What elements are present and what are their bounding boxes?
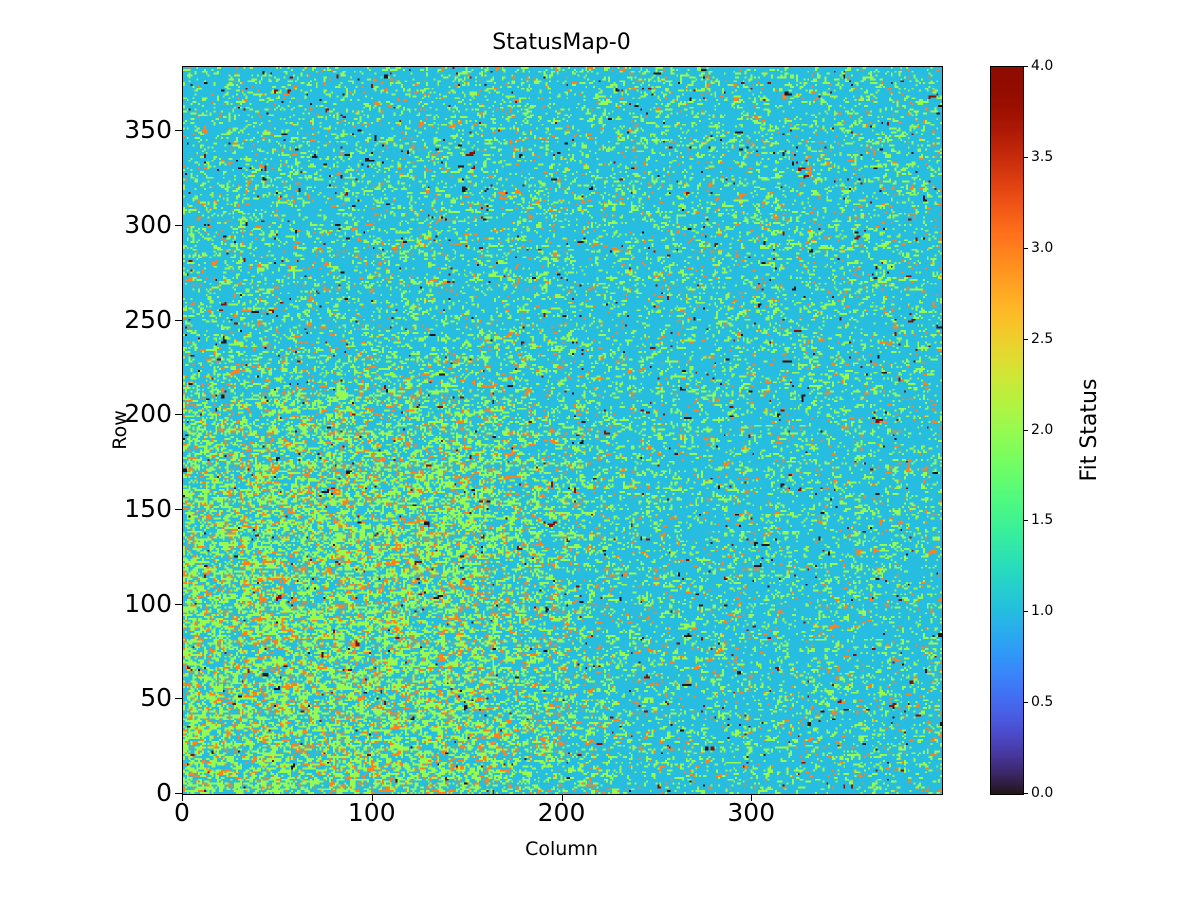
y-tick-mark — [175, 509, 182, 511]
y-tick-label: 300 — [124, 210, 172, 240]
y-tick-mark — [175, 793, 182, 794]
y-tick-label: 50 — [140, 683, 172, 713]
x-tick-mark — [182, 794, 183, 801]
heatmap-plot-area — [182, 66, 943, 795]
colorbar-tick-mark — [1024, 338, 1028, 340]
y-tick-mark — [175, 414, 182, 416]
colorbar — [990, 66, 1024, 795]
x-tick-label: 100 — [347, 798, 396, 827]
x-axis-label: Column — [525, 838, 598, 860]
colorbar-tick-label: 4.0 — [1031, 58, 1054, 74]
x-tick-mark — [561, 794, 563, 801]
x-tick-mark — [371, 794, 373, 801]
y-tick-label: 150 — [124, 494, 172, 524]
colorbar-tick-label: 1.0 — [1031, 603, 1054, 620]
colorbar-tick-mark — [1024, 429, 1028, 431]
colorbar-gradient — [991, 67, 1023, 794]
chart-title: StatusMap-0 — [492, 30, 631, 55]
x-tick-label: 300 — [727, 798, 776, 827]
colorbar-label: Fit Status — [1077, 378, 1102, 482]
x-tick-label: 200 — [537, 798, 586, 827]
colorbar-tick-mark — [1024, 520, 1028, 522]
colorbar-tick-label: 3.5 — [1031, 148, 1054, 165]
colorbar-tick-mark — [1024, 247, 1028, 249]
colorbar-tick-label: 3.0 — [1031, 239, 1054, 256]
colorbar-tick-mark — [1024, 793, 1028, 794]
colorbar-tick-label: 2.5 — [1031, 330, 1054, 347]
y-tick-label: 100 — [124, 588, 172, 618]
y-tick-label: 0 — [156, 778, 172, 807]
x-tick-mark — [751, 794, 753, 801]
heatmap-canvas — [183, 67, 942, 794]
colorbar-tick-label: 1.5 — [1031, 512, 1054, 529]
y-tick-mark — [175, 603, 182, 605]
y-tick-label: 350 — [124, 115, 172, 145]
y-tick-label: 200 — [124, 399, 172, 429]
colorbar-tick-mark — [1024, 611, 1028, 613]
colorbar-tick-mark — [1024, 156, 1028, 158]
y-tick-mark — [175, 319, 182, 321]
colorbar-tick-label: 2.0 — [1031, 421, 1054, 438]
colorbar-tick-label: 0.5 — [1031, 694, 1054, 711]
colorbar-tick-mark — [1024, 66, 1028, 67]
y-tick-mark — [175, 130, 182, 132]
colorbar-tick-mark — [1024, 702, 1028, 704]
y-tick-mark — [175, 698, 182, 700]
colorbar-tick-label: 0.0 — [1031, 785, 1054, 801]
y-tick-label: 250 — [124, 304, 172, 334]
x-tick-label: 0 — [174, 798, 190, 827]
y-tick-mark — [175, 225, 182, 227]
